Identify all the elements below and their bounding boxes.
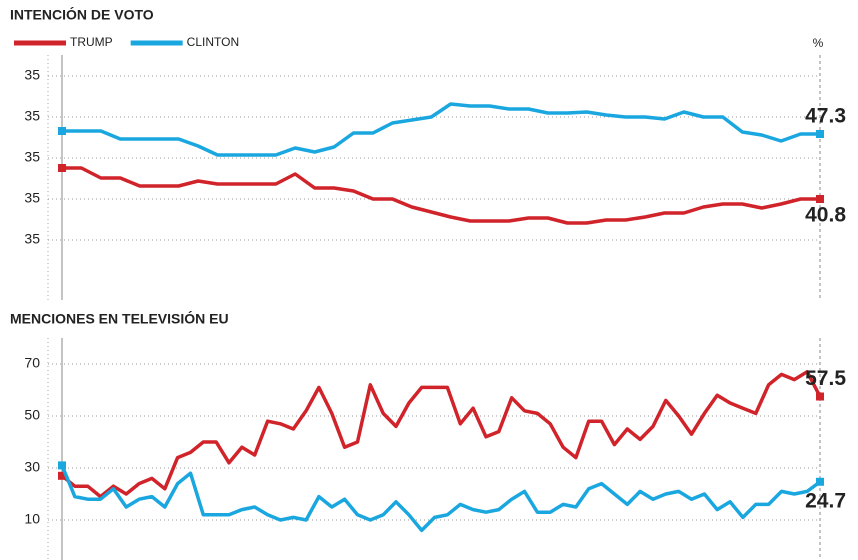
point-marker [58, 471, 66, 480]
end-label: 47.3 [805, 105, 846, 128]
point-marker [816, 392, 824, 401]
point-marker [816, 195, 824, 203]
legend-label: CLINTON [187, 35, 239, 49]
series-line [60, 464, 822, 533]
point-marker [58, 127, 66, 135]
chart-title: MENCIONES EN TELEVISIÓN EU [10, 310, 229, 327]
series-line [60, 370, 822, 499]
y-tick-label: 30 [24, 459, 40, 475]
series-line [62, 166, 820, 225]
legend-label: TRUMP [70, 35, 113, 49]
point-marker [58, 164, 66, 172]
point-marker [816, 477, 824, 486]
y-tick-label: 35 [24, 67, 40, 83]
end-label: 40.8 [805, 204, 846, 227]
y-tick-label: 35 [24, 190, 40, 206]
end-label: 24.7 [805, 489, 846, 512]
chart-title: INTENCIÓN DE VOTO [10, 6, 154, 23]
y-tick-label: 35 [24, 149, 40, 165]
point-marker [816, 130, 824, 138]
y-axis-label: % [813, 36, 824, 50]
y-tick-label: 10 [24, 511, 40, 527]
y-tick-label: 50 [24, 407, 40, 423]
y-tick-label: 35 [24, 231, 40, 247]
y-tick-label: 70 [24, 355, 40, 371]
series-line [62, 102, 820, 157]
y-tick-label: 35 [24, 108, 40, 124]
point-marker [58, 461, 66, 470]
end-label: 57.5 [805, 367, 846, 390]
